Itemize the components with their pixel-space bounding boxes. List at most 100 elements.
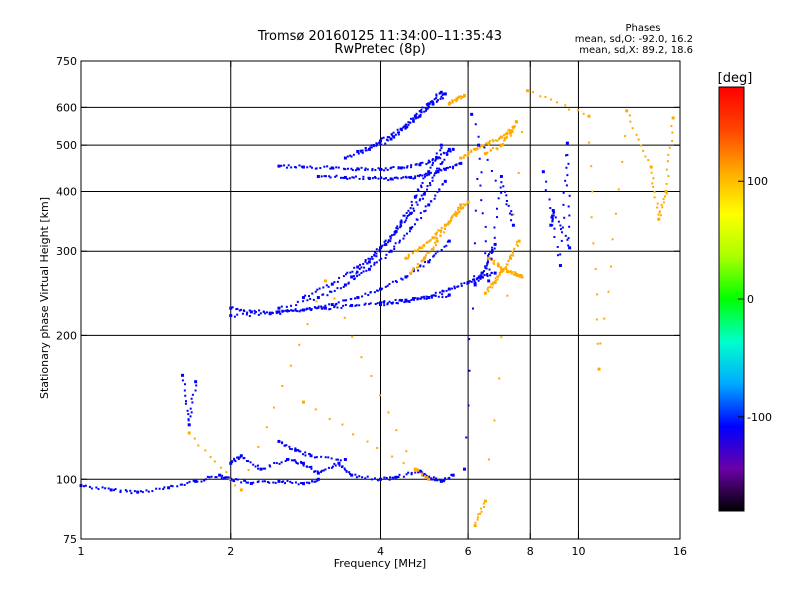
echo-point [380,168,383,171]
echo-point [518,275,521,278]
echo-point [247,460,250,463]
echo-point [384,256,387,259]
echo-point [487,143,490,146]
echo-point [317,306,320,309]
echo-point [667,153,670,156]
echo-point [587,114,591,118]
echo-point [388,250,391,253]
echo-point [257,467,260,470]
echo-point [416,469,419,472]
echo-point [119,489,122,492]
echo-point [379,287,382,291]
echo-point [582,112,585,115]
echo-point [305,308,308,311]
echo-point [402,176,405,179]
echo-point [194,380,198,384]
echo-point [415,112,418,115]
echo-point [449,219,452,222]
echo-point [395,429,398,432]
echo-point [350,303,354,307]
echo-point [304,294,307,297]
echo-point [506,263,509,266]
echo-point [396,128,399,131]
echo-point [447,293,451,297]
echo-point [297,483,300,486]
echo-point [517,171,520,174]
echo-point [491,139,494,142]
stats-line-x: mean, sd,X: 89.2, 18.6 [579,45,693,56]
echo-point [507,129,510,132]
echo-point [482,270,485,273]
echo-point [253,309,256,312]
echo-point [330,166,334,170]
echo-point [338,464,341,467]
echo-point [342,299,345,302]
echo-point [82,485,85,488]
echo-point [292,459,295,462]
echo-point [358,304,361,307]
echo-point [264,467,267,470]
echo-point [502,185,505,188]
echo-point [388,478,391,481]
x-axis-label: Frequency [MHz] [334,557,426,570]
echo-point [498,136,501,139]
echo-point [237,456,240,459]
echo-point [257,313,260,316]
echo-point [459,203,463,207]
echo-point [481,212,484,215]
echo-point [653,190,656,193]
echo-point [357,296,360,299]
echo-point [419,198,422,201]
echo-point [272,481,275,484]
echo-point [404,219,407,222]
echo-point [553,227,556,230]
echo-point [334,464,337,467]
echo-point [650,171,653,174]
echo-point [330,457,333,460]
echo-point [658,210,661,213]
echo-point [372,143,375,146]
echo-point [438,291,441,294]
echo-point [590,216,593,219]
echo-point [439,90,443,94]
echo-point [561,226,564,229]
echo-point [340,306,343,309]
echo-point [300,482,303,485]
echo-point [456,208,459,211]
echo-point [407,255,410,258]
echo-point [285,444,288,447]
echo-point [366,475,369,478]
echo-point [487,257,490,260]
echo-point [398,239,401,242]
echo-point [349,154,352,157]
echo-point [297,449,300,452]
echo-point [306,299,309,302]
echo-point [370,265,373,268]
echo-point [275,312,278,315]
echo-point [391,302,394,305]
echo-point [666,160,669,163]
echo-point [491,250,494,253]
echo-point [244,479,247,482]
echo-point [381,287,384,290]
echo-point [320,455,323,458]
echo-point [439,97,442,100]
echo-point [426,174,429,177]
echo-point [360,356,363,359]
echo-point [239,454,243,458]
echo-point [386,136,389,139]
echo-point [423,245,426,248]
echo-point [416,250,419,253]
echo-point [306,307,309,310]
echo-point [316,288,319,291]
echo-point [420,474,423,477]
echo-point [424,476,427,479]
echo-point [499,174,503,178]
echo-point [507,259,510,262]
echo-point [404,256,408,260]
echo-point [397,133,400,136]
echo-point [499,143,503,147]
echo-point [240,481,243,484]
echo-point [259,467,263,471]
echo-point [494,279,497,282]
